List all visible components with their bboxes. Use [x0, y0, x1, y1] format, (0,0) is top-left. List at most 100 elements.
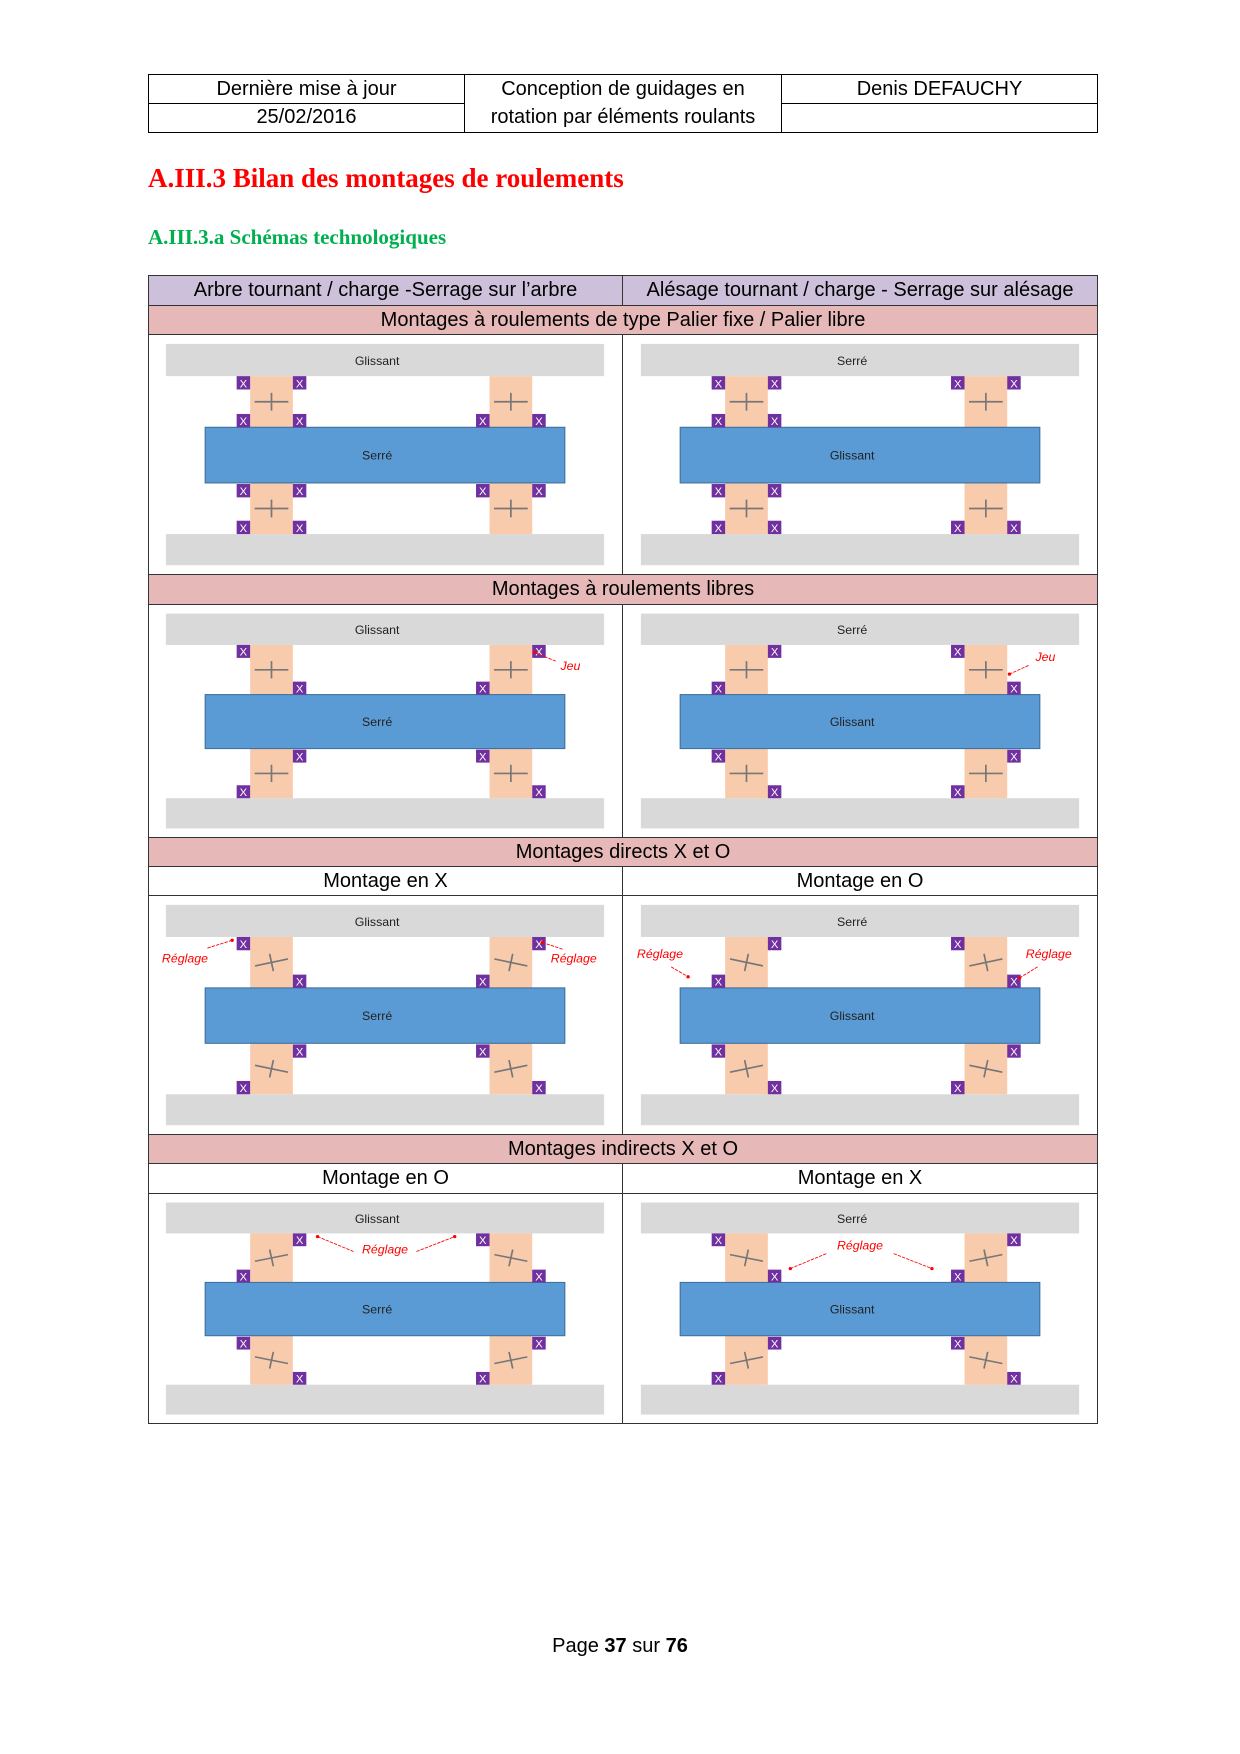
footer-page: 37	[604, 1635, 627, 1657]
rolling-element-icon	[729, 1059, 764, 1078]
rolling-element-icon	[729, 661, 764, 679]
axial-stop-symbol: X	[954, 787, 962, 799]
rolling-element-line	[983, 953, 989, 972]
axial-stop-symbol: X	[771, 1339, 779, 1351]
axial-stop-symbol: X	[240, 1339, 248, 1351]
annotation-arrow	[534, 652, 556, 662]
section-header: Montages à roulements libres	[148, 574, 1098, 605]
shaft-label: Glissant	[830, 449, 875, 463]
rolling-element-line	[983, 1059, 989, 1078]
axial-stop-icon	[532, 785, 546, 799]
axial-stop-symbol: X	[715, 1374, 723, 1386]
axial-stop-symbol: X	[535, 486, 543, 498]
rolling-element-icon	[729, 392, 764, 411]
axial-stop-icon	[767, 413, 782, 428]
arrow-head	[540, 940, 545, 945]
axial-stop-symbol: X	[1010, 1235, 1018, 1247]
housing-top	[640, 1202, 1080, 1234]
axial-stop-symbol: X	[954, 1339, 962, 1351]
axial-stop-icon	[476, 484, 490, 498]
shaft-label: Serré	[362, 1303, 393, 1317]
axial-stop-icon	[711, 974, 726, 988]
rolling-element-icon	[494, 499, 528, 518]
section-header: Montages indirects X et O	[148, 1134, 1098, 1164]
section-1-left-diagram: Glissant Serré X X X X X X X X Jeu	[165, 613, 605, 829]
axial-stop-icon	[711, 681, 726, 695]
axial-stop-symbol: X	[296, 684, 304, 696]
axial-stop-symbol: X	[479, 1374, 487, 1386]
axial-stop-icon	[951, 785, 965, 799]
rolling-element-icon	[969, 661, 1003, 679]
rolling-element-icon	[254, 1351, 289, 1369]
rolling-element-line	[268, 1249, 275, 1267]
rolling-element-icon	[494, 1249, 528, 1267]
footer-prefix: Page	[552, 1635, 599, 1657]
axial-stop-symbol: X	[479, 1235, 487, 1247]
annotation-note: Jeu	[559, 659, 580, 673]
shaft	[204, 694, 566, 750]
rolling-element-icon	[254, 392, 289, 411]
housing-bottom	[165, 798, 605, 829]
rolling-element-icon	[729, 1351, 764, 1369]
axial-stop-icon	[1007, 1371, 1021, 1385]
section-3-right-diagram: Serré Glissant X X X X X X X X Réglage	[640, 1202, 1080, 1415]
rolling-element-icon	[254, 953, 289, 972]
axial-stop-icon	[476, 1371, 490, 1385]
arrow-head	[315, 1235, 320, 1239]
arrow-head	[1007, 672, 1012, 676]
axial-stop-symbol: X	[479, 684, 487, 696]
arrow-head	[930, 1266, 934, 1271]
axial-stop-icon	[767, 1336, 782, 1350]
annotation-arrow	[893, 1253, 933, 1269]
rolling-element-icon	[494, 1059, 528, 1078]
axial-stop-symbol: X	[296, 1374, 304, 1386]
annotation-arrow	[542, 942, 563, 950]
shaft-label: Glissant	[830, 1009, 875, 1023]
axial-stop-symbol: X	[954, 647, 962, 659]
axial-stop-symbol: X	[296, 977, 304, 989]
axial-stop-icon	[292, 681, 307, 695]
axial-stop-symbol: X	[240, 378, 248, 390]
rolling-element-icon	[969, 392, 1003, 411]
section-header: Montages directs X et O	[148, 837, 1098, 867]
axial-stop-symbol: X	[1010, 378, 1018, 390]
axial-stop-symbol: X	[954, 1272, 962, 1284]
rolling-element-icon	[729, 1249, 764, 1267]
axial-stop-symbol: X	[479, 486, 487, 498]
axial-stop-symbol: X	[296, 378, 304, 390]
axial-stop-symbol: X	[1010, 1047, 1018, 1059]
rolling-element-icon	[254, 661, 289, 679]
annotation-arrow	[670, 966, 689, 978]
axial-stop-icon	[711, 1044, 726, 1058]
subsection-title: A.III.3.a Schémas technologiques	[148, 225, 447, 249]
axial-stop-icon	[951, 1269, 965, 1283]
rolling-element-icon	[254, 1059, 289, 1078]
axial-stop-symbol: X	[240, 939, 248, 951]
housing-bottom	[165, 1384, 605, 1415]
axial-stop-icon	[292, 520, 307, 535]
axial-stop-icon	[476, 681, 490, 695]
axial-stop-symbol: X	[715, 977, 723, 989]
section-2-left-diagram: Glissant Serré X X X X X X X X Réglage Réglage	[162, 904, 605, 1126]
housing-top	[165, 1202, 605, 1234]
housing-label: Serré	[837, 623, 867, 637]
arrow-head	[1017, 976, 1022, 980]
axial-stop-symbol: X	[479, 752, 487, 764]
rolling-element-line	[743, 1351, 750, 1369]
arrow-head	[230, 938, 234, 942]
shaft	[679, 694, 1041, 750]
axial-stop-icon	[292, 376, 307, 390]
axial-stop-symbol: X	[715, 486, 723, 498]
axial-stop-symbol: X	[715, 1235, 723, 1247]
housing-top	[640, 904, 1080, 937]
axial-stop-icon	[767, 785, 782, 799]
axial-stop-icon	[476, 974, 490, 988]
axial-stop-icon	[292, 413, 307, 428]
axial-stop-icon	[532, 413, 546, 428]
axial-stop-icon	[292, 484, 307, 498]
axial-stop-icon	[711, 749, 726, 763]
rolling-element-icon	[729, 499, 764, 518]
rolling-element-line	[508, 1059, 514, 1078]
axial-stop-icon	[532, 484, 546, 498]
